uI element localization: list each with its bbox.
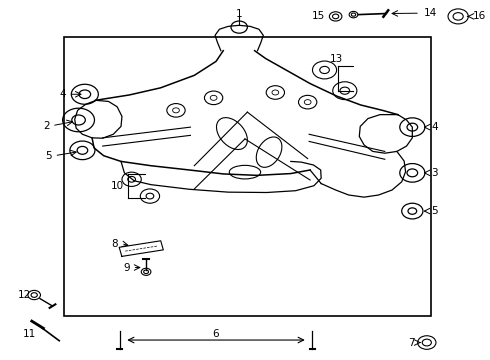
Text: 9: 9 [123,262,130,273]
Text: 5: 5 [45,152,51,161]
Text: 1: 1 [236,9,243,18]
Text: 4: 4 [432,122,438,132]
Text: 8: 8 [112,239,118,249]
Text: 13: 13 [330,54,343,64]
Text: 11: 11 [23,329,36,339]
Text: 4: 4 [59,89,66,99]
Text: 15: 15 [312,12,325,21]
Text: 12: 12 [18,290,31,300]
Text: 10: 10 [111,181,124,191]
Text: 5: 5 [432,206,438,216]
Text: 3: 3 [432,168,438,178]
Text: 6: 6 [213,329,220,339]
Bar [64,37,431,316]
Text: 14: 14 [423,8,437,18]
Text: 7: 7 [408,338,414,347]
Text: 16: 16 [473,12,487,21]
Text: 2: 2 [43,121,49,131]
